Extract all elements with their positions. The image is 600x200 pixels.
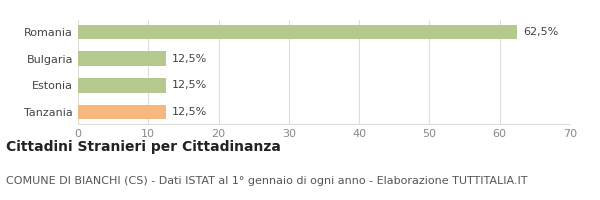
- Text: COMUNE DI BIANCHI (CS) - Dati ISTAT al 1° gennaio di ogni anno - Elaborazione TU: COMUNE DI BIANCHI (CS) - Dati ISTAT al 1…: [6, 176, 527, 186]
- Bar: [78, 105, 166, 119]
- Text: 62,5%: 62,5%: [523, 27, 558, 37]
- Bar: [78, 25, 517, 39]
- Text: 12,5%: 12,5%: [172, 80, 207, 90]
- Text: 12,5%: 12,5%: [172, 54, 207, 64]
- Bar: [78, 51, 166, 66]
- Text: Cittadini Stranieri per Cittadinanza: Cittadini Stranieri per Cittadinanza: [6, 140, 281, 154]
- Bar: [78, 78, 166, 93]
- Text: 12,5%: 12,5%: [172, 107, 207, 117]
